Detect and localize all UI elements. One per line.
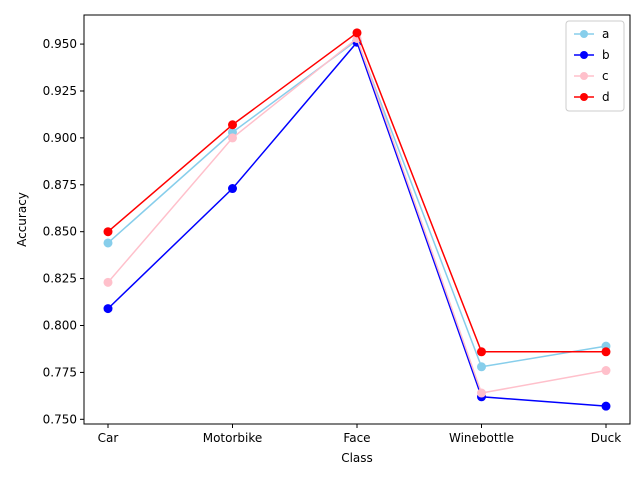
data-point [477, 362, 486, 372]
y-tick-label: 0.825 [43, 272, 77, 286]
y-tick-label: 0.900 [43, 131, 77, 145]
legend-marker [580, 72, 588, 80]
data-point [352, 28, 362, 38]
legend-box [565, 20, 625, 112]
series-layer [103, 28, 611, 411]
plot-area [84, 15, 630, 424]
legend-label: d [602, 90, 610, 104]
legend-label: a [602, 27, 609, 41]
data-point [103, 304, 113, 314]
y-tick-label: 0.925 [43, 84, 77, 98]
data-point [228, 133, 237, 143]
legend-item: a [574, 27, 609, 41]
legend-item: c [574, 69, 609, 83]
data-point [477, 388, 486, 398]
series-d [103, 28, 611, 357]
data-point [103, 227, 113, 237]
data-point [601, 366, 611, 376]
y-tick-label: 0.850 [43, 225, 77, 239]
legend-marker [580, 30, 588, 38]
y-tick-label: 0.750 [43, 412, 77, 426]
data-point [477, 347, 486, 357]
data-point [601, 401, 611, 411]
y-tick-label: 0.775 [43, 365, 77, 379]
y-tick-label: 0.800 [43, 319, 77, 333]
legend-item: d [574, 90, 610, 104]
legend-marker [580, 93, 588, 101]
x-tick-label: Duck [591, 431, 621, 445]
x-tick-label: Winebottle [449, 431, 514, 445]
data-point [103, 277, 113, 287]
x-axis-label: Class [341, 451, 373, 465]
data-point [601, 347, 611, 357]
y-tick-label: 0.950 [43, 37, 77, 51]
y-axis: 0.750 0.775 0.800 0.825 0.850 0.875 0.900 0.925… [43, 37, 84, 426]
data-point [228, 184, 237, 194]
x-tick-label: Face [343, 431, 370, 445]
x-tick-label: Car [98, 431, 119, 445]
data-point [228, 120, 237, 130]
legend-marker [580, 51, 588, 59]
x-axis: Car Motorbike Face Winebottle Duck [98, 424, 621, 445]
data-point [103, 238, 113, 248]
legend-label: b [602, 48, 610, 62]
y-tick-label: 0.875 [43, 178, 77, 192]
x-tick-label: Motorbike [203, 431, 263, 445]
legend-label: c [602, 69, 609, 83]
series-c [103, 33, 611, 398]
y-axis-label: Accuracy [15, 192, 29, 247]
legend-item: b [574, 48, 610, 62]
